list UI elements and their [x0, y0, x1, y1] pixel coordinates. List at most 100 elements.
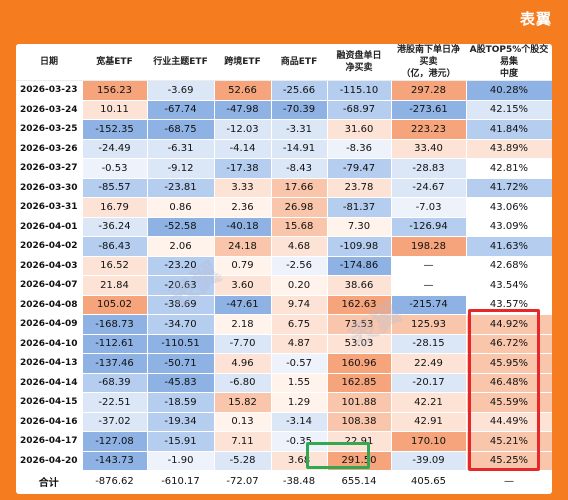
date-cell: 2026-04-16 [16, 412, 83, 432]
value-cell: -14.91 [271, 139, 328, 159]
value-cell: 3.68 [271, 451, 328, 471]
value-cell: 43.54% [466, 275, 552, 296]
value-cell: -115.10 [327, 80, 392, 101]
value-cell: -52.58 [147, 217, 215, 237]
value-cell: -70.39 [271, 100, 328, 120]
value-cell: -3.31 [271, 119, 328, 140]
value-cell: 42.91 [391, 412, 467, 432]
value-cell: — [391, 256, 467, 276]
date-cell: 2026-03-23 [16, 80, 83, 101]
value-cell: 23.78 [327, 178, 392, 198]
date-cell: 2026-04-02 [16, 236, 83, 257]
value-cell: -4.14 [214, 139, 272, 159]
value-cell: -47.61 [214, 295, 272, 315]
value-cell: -273.61 [391, 100, 467, 120]
value-cell: 43.09% [466, 217, 552, 237]
value-cell: -25.66 [271, 80, 328, 101]
table-row: 2026-03-27 -0.53 -9.12 -17.38 -8.43 -79.47 -28… [16, 158, 552, 179]
value-cell: -39.09 [391, 451, 467, 471]
total-cell: 405.65 [391, 470, 467, 492]
value-cell: -3.14 [271, 412, 328, 432]
data-table-card: 日期 宽基ETF 行业主题ETF 跨境ETF 商品ETF 融资盘单日 净买卖 港股南下单日净买… [16, 44, 552, 494]
table-row: 2026-03-25 -152.35 -68.75 -12.03 -3.31 31.60 2… [16, 119, 552, 140]
value-cell: 3.33 [214, 178, 272, 198]
date-cell: 2026-04-20 [16, 451, 83, 471]
value-cell: 6.75 [271, 314, 328, 335]
table-row: 2026-04-09 -168.73 -34.70 2.18 6.75 73.53 125.… [16, 314, 552, 335]
value-cell: 2.06 [147, 236, 215, 257]
table-row: 2026-04-16 -37.02 -19.34 0.13 -3.14 108.38 42.… [16, 412, 552, 432]
value-cell: 40.28% [466, 80, 552, 101]
total-row: 合计 -876.62 -610.17 -72.07 -38.48 655.14 405.65… [16, 470, 552, 492]
value-cell: 160.96 [327, 353, 392, 374]
value-cell: 42.81% [466, 158, 552, 179]
column-header: 港股南下单日净买卖 （亿，港元） [391, 44, 466, 81]
table-row: 2026-04-20 -143.73 -1.90 -5.28 3.68 291.50 -39… [16, 451, 552, 471]
value-cell: 46.72% [466, 334, 552, 354]
date-cell: 2026-03-30 [16, 178, 83, 198]
value-cell: -0.35 [271, 431, 328, 452]
value-cell: -28.15 [391, 334, 467, 354]
value-cell: — [391, 275, 467, 296]
value-cell: -79.47 [327, 158, 392, 179]
value-cell: 41.84% [466, 119, 552, 140]
value-cell: 16.52 [82, 256, 148, 276]
table-row: 2026-03-26 -24.49 -6.31 -4.14 -14.91 -8.36 33.… [16, 139, 552, 159]
date-cell: 2026-04-07 [16, 275, 83, 296]
value-cell: -50.71 [147, 353, 215, 374]
table-row: 2026-04-13 -137.46 -50.71 4.96 -0.57 160.96 22… [16, 353, 552, 374]
date-cell: 2026-04-10 [16, 334, 83, 354]
value-cell: 41.72% [466, 178, 552, 198]
value-cell: 1.29 [271, 392, 328, 413]
value-cell: -12.03 [214, 119, 272, 140]
value-cell: 4.68 [271, 236, 328, 257]
table-row: 2026-03-24 10.11 -67.74 -47.98 -70.39 -68.97-… [16, 100, 552, 120]
value-cell: 16.79 [82, 197, 148, 218]
value-cell: 162.85 [327, 373, 392, 393]
value-cell: 15.82 [214, 392, 272, 413]
value-cell: -168.73 [82, 314, 148, 335]
value-cell: -18.59 [147, 392, 215, 413]
value-cell: 108.38 [327, 412, 392, 432]
value-cell: -174.86 [327, 256, 392, 276]
value-cell: -215.74 [391, 295, 467, 315]
value-cell: 52.66 [214, 80, 272, 101]
date-cell: 2026-04-08 [16, 295, 83, 315]
value-cell: 198.28 [391, 236, 467, 257]
total-cell: -72.07 [214, 470, 272, 492]
column-header: 行业主题ETF [147, 44, 214, 81]
value-cell: 2.18 [214, 314, 272, 335]
value-cell: -23.20 [147, 256, 215, 276]
date-cell: 2026-04-01 [16, 217, 83, 237]
table-row: 2026-04-15 -22.51 -18.59 15.82 1.29 101.88 42.… [16, 392, 552, 413]
column-header: 日期 [16, 44, 82, 81]
value-cell: -8.36 [327, 139, 392, 159]
value-cell: 44.92% [466, 314, 552, 335]
value-cell: -68.39 [82, 373, 148, 393]
value-cell: 45.95% [466, 353, 552, 374]
value-cell: 17.66 [271, 178, 328, 198]
value-cell: 0.86 [147, 197, 215, 218]
value-cell: -137.46 [82, 353, 148, 374]
value-cell: 7.30 [327, 217, 392, 237]
value-cell: 125.93 [391, 314, 467, 335]
value-cell: -112.61 [82, 334, 148, 354]
date-cell: 2026-04-13 [16, 353, 83, 374]
value-cell: 33.40 [391, 139, 467, 159]
value-cell: -23.81 [147, 178, 215, 198]
value-cell: -67.74 [147, 100, 215, 120]
value-cell: -20.17 [391, 373, 467, 393]
value-cell: -36.24 [82, 217, 148, 237]
value-cell: -20.63 [147, 275, 215, 296]
fund-flow-table: 日期 宽基ETF 行业主题ETF 跨境ETF 商品ETF 融资盘单日 净买卖 港股南下单日净买… [16, 44, 552, 492]
value-cell: -28.83 [391, 158, 467, 179]
value-cell: -38.69 [147, 295, 215, 315]
value-cell: -47.98 [214, 100, 272, 120]
value-cell: -9.12 [147, 158, 215, 179]
value-cell: -85.57 [82, 178, 148, 198]
value-cell: -81.37 [327, 197, 392, 218]
value-cell: -3.69 [147, 80, 215, 101]
value-cell: 223.23 [391, 119, 467, 140]
value-cell: 22.91 [327, 431, 392, 452]
value-cell: 42.15% [466, 100, 552, 120]
